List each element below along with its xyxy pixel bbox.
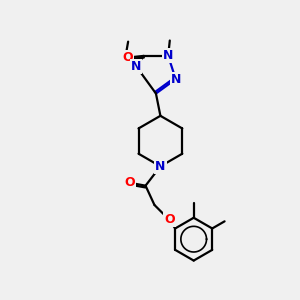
Text: N: N: [163, 50, 173, 62]
Text: O: O: [124, 176, 134, 189]
Text: O: O: [122, 51, 133, 64]
Text: O: O: [164, 213, 175, 226]
Text: N: N: [131, 60, 141, 73]
Text: N: N: [155, 160, 166, 173]
Text: N: N: [170, 73, 181, 86]
